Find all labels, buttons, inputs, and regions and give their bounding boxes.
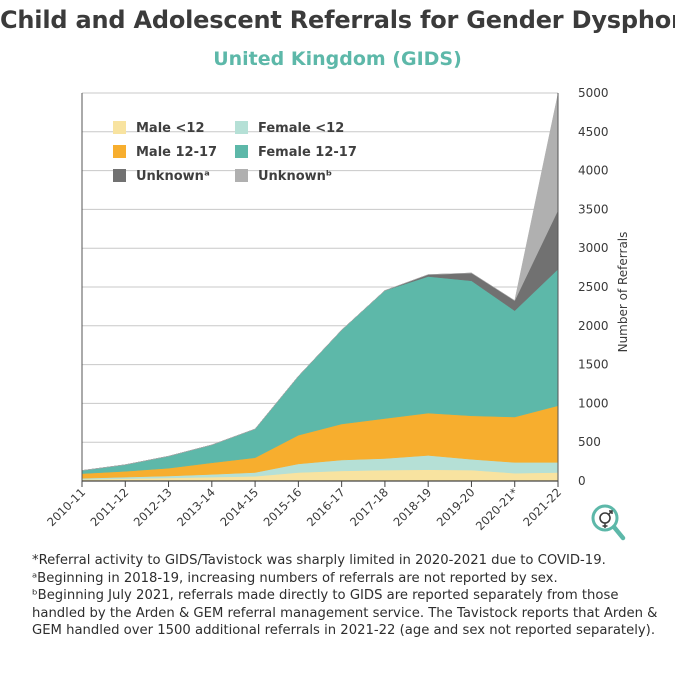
y-tick-label-1500: 1500 (578, 358, 609, 372)
x-tick-label-2: 2012-13 (131, 485, 175, 529)
x-tick-label-7: 2017-18 (347, 485, 391, 529)
legend-swatch-female-u12 (235, 121, 248, 134)
x-tick-label-1: 2011-12 (88, 485, 132, 529)
chart-subtitle: United Kingdom (GIDS) (213, 48, 462, 70)
y-tick-label-4000: 4000 (578, 164, 609, 178)
x-tick-label-0: 2010-11 (44, 485, 88, 529)
footnotes: *Referral activity to GIDS/Tavistock was… (32, 552, 662, 640)
legend-swatch-unknown-a (113, 169, 126, 182)
y-axis-title: Number of Referrals (616, 232, 630, 353)
legend-swatch-male-12-17 (113, 145, 126, 158)
area-series (81, 93, 559, 482)
y-tick-label-5000: 5000 (578, 86, 609, 100)
legend-swatch-male-u12 (113, 121, 126, 134)
legend: Male <12 Female <12 Male 12-17 Female 12-17… (113, 121, 357, 184)
y-tick-label-4500: 4500 (578, 125, 609, 139)
legend-label-male-u12: Male <12 (136, 121, 205, 136)
x-tick-label-6: 2016-17 (304, 485, 348, 529)
footnote-a: ᵃBeginning in 2018-19, increasing number… (32, 570, 558, 586)
legend-label-unknown-a: Unknownᵃ (136, 169, 210, 184)
y-tick-label-3000: 3000 (578, 241, 609, 255)
legend-label-female-12-17: Female 12-17 (258, 145, 357, 160)
footnote-b: ᵇBeginning July 2021, referrals made dir… (32, 588, 658, 638)
x-tick-label-10: 2020-21* (473, 485, 521, 533)
y-tick-label-500: 500 (578, 435, 601, 449)
y-tick-label-3500: 3500 (578, 202, 609, 216)
x-tick-label-4: 2014-15 (217, 485, 261, 529)
legend-swatch-female-12-17 (235, 145, 248, 158)
x-tick-label-9: 2019-20 (434, 485, 478, 529)
legend-label-female-u12: Female <12 (258, 121, 344, 136)
legend-label-male-12-17: Male 12-17 (136, 145, 217, 160)
chart-title: Child and Adolescent Referrals for Gende… (0, 6, 675, 34)
y-tick-label-0: 0 (578, 474, 586, 488)
area-chart: 0 500 1000 1500 2000 2500 3000 3500 4000 4500 5000… (44, 86, 630, 533)
x-tick-label-5: 2015-16 (261, 485, 305, 529)
x-tick-label-8: 2018-19 (390, 485, 434, 529)
y-tick-label-2000: 2000 (578, 319, 609, 333)
y-tick-label-1000: 1000 (578, 396, 609, 410)
legend-swatch-unknown-b (235, 169, 248, 182)
x-tick-label-11: 2021-22 (520, 485, 564, 529)
footnote-covid: *Referral activity to GIDS/Tavistock was… (32, 553, 606, 568)
x-tick-label-3: 2013-14 (174, 485, 218, 529)
legend-label-unknown-b: Unknownᵇ (258, 169, 332, 184)
y-tick-label-2500: 2500 (578, 280, 609, 294)
magnifier-gender-icon (591, 504, 626, 541)
